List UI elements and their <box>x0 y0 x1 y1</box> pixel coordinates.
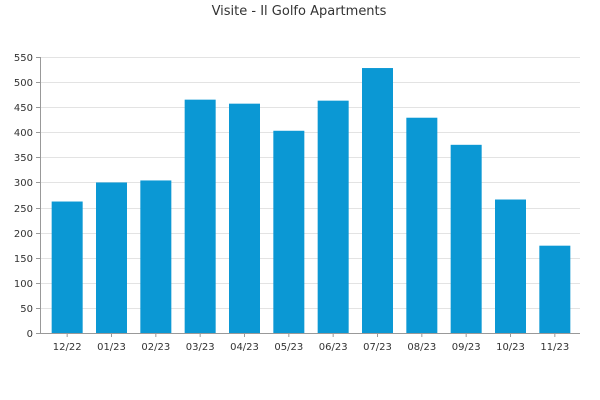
y-tick-label: 350 <box>14 153 33 164</box>
x-tick-label: 02/23 <box>141 342 170 353</box>
axes <box>36 57 580 337</box>
y-tick-label: 550 <box>14 53 33 64</box>
bar-09-23 <box>450 144 482 333</box>
x-tick-label: 10/23 <box>496 342 525 353</box>
bar-08-23 <box>406 117 438 333</box>
bar-04-23 <box>229 103 260 333</box>
bar-05-23 <box>273 130 305 333</box>
y-tick-label: 250 <box>14 204 33 215</box>
x-tick-label: 05/23 <box>274 342 303 353</box>
y-tick-label: 200 <box>14 229 33 240</box>
y-tick-label: 300 <box>14 178 33 189</box>
y-tick-label: 100 <box>14 279 33 290</box>
x-tick-label: 04/23 <box>230 342 259 353</box>
x-tick-label: 07/23 <box>363 342 392 353</box>
bar-01-23 <box>96 182 127 333</box>
y-tick-label: 0 <box>27 329 33 340</box>
y-tick-label: 50 <box>20 304 33 315</box>
bars <box>51 68 571 334</box>
x-tick-label: 09/23 <box>452 342 481 353</box>
bar-06-23 <box>317 100 349 334</box>
bar-03-23 <box>184 99 216 334</box>
y-tick-label: 500 <box>14 78 33 89</box>
x-tick-label: 03/23 <box>186 342 215 353</box>
bar-11-23 <box>539 245 571 333</box>
y-tick-label: 400 <box>14 128 33 139</box>
chart-title: Visite - Il Golfo Apartments <box>212 4 387 19</box>
y-tick-label: 150 <box>14 254 33 265</box>
x-tick-label: 12/22 <box>53 342 82 353</box>
bar-02-23 <box>140 180 172 333</box>
bar-07-23 <box>362 68 393 333</box>
grid-lines <box>40 57 580 309</box>
x-tick-label: 06/23 <box>319 342 348 353</box>
bar-10-23 <box>495 199 526 333</box>
x-tick-label: 08/23 <box>407 342 436 353</box>
x-tick-labels: 12/22 01/23 02/23 03/23 04/23 05/23 06/23 07/23… <box>53 342 569 353</box>
x-tick-label: 01/23 <box>97 342 126 353</box>
bar-12-22 <box>51 201 83 333</box>
x-tick-label: 11/23 <box>540 342 569 353</box>
y-tick-labels: 0 50 100 150 200 250 300 350 400 450 500 550 <box>14 53 33 340</box>
y-tick-label: 450 <box>14 103 33 114</box>
